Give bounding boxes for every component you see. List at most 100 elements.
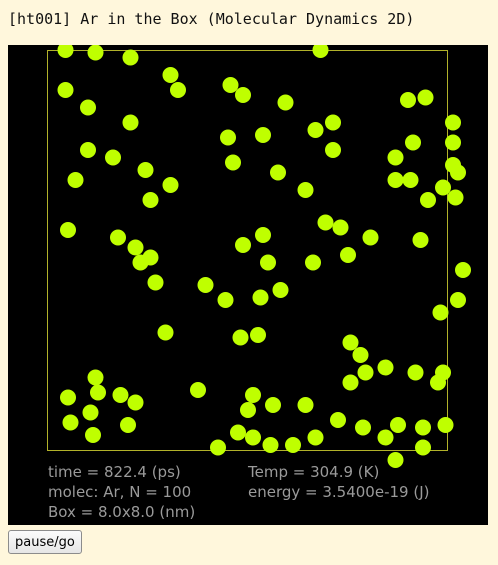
molecule-85	[297, 397, 314, 413]
molecule-readout: molec: Ar, N = 100	[48, 483, 192, 501]
simulation-background	[8, 45, 488, 525]
molecule-19	[137, 162, 154, 178]
molecule-23	[307, 122, 324, 138]
molecule-76	[112, 387, 129, 403]
molecule-54	[252, 289, 269, 306]
temperature-readout: Temp = 304.9 (K)	[248, 463, 380, 481]
molecule-99	[415, 439, 431, 456]
molecule-9	[80, 99, 96, 116]
molecule-55	[272, 282, 289, 298]
molecule-100	[387, 452, 404, 468]
molecule-34	[387, 172, 404, 188]
molecule-66	[357, 364, 374, 381]
molecule-14	[325, 114, 341, 131]
molecule-77	[127, 394, 144, 411]
molecule-59	[432, 304, 449, 321]
molecule-39	[447, 189, 464, 206]
molecule-20	[162, 177, 179, 193]
molecule-8	[57, 82, 74, 98]
molecules-group	[57, 45, 471, 468]
molecule-4	[162, 67, 179, 83]
molecule-74	[60, 389, 76, 406]
molecule-64	[342, 334, 359, 351]
molecule-44	[235, 237, 251, 253]
molecule-70	[435, 364, 451, 381]
molecule-2	[87, 45, 104, 61]
molecule-26	[405, 134, 421, 151]
molecule-73	[87, 369, 104, 386]
molecule-47	[332, 219, 349, 236]
molecule-29	[67, 172, 84, 188]
molecule-89	[245, 429, 261, 446]
molecule-81	[120, 417, 136, 433]
molecule-48	[340, 247, 356, 263]
simulation-panel: time = 822.4 (ps) Temp = 304.9 (K) molec…	[8, 45, 488, 525]
molecule-87	[240, 402, 256, 418]
molecule-96	[390, 417, 406, 433]
molecule-88	[230, 424, 246, 441]
time-readout: time = 822.4 (ps)	[48, 463, 181, 481]
molecule-67	[377, 359, 394, 376]
molecule-11	[170, 82, 186, 98]
molecule-95	[377, 429, 394, 446]
molecule-32	[270, 164, 286, 181]
pause-go-button[interactable]: pause/go	[8, 530, 82, 554]
molecule-6	[312, 45, 329, 58]
molecule-60	[450, 292, 466, 308]
molecule-30	[142, 192, 159, 208]
molecule-80	[85, 427, 101, 443]
molecule-90	[210, 439, 226, 456]
molecule-78	[82, 404, 99, 421]
molecule-65	[352, 347, 369, 363]
molecule-1	[57, 45, 74, 58]
molecule-33	[297, 182, 314, 198]
molecule-51	[132, 254, 149, 271]
molecule-3	[122, 49, 139, 66]
molecule-15	[417, 89, 434, 106]
molecule-50	[412, 232, 429, 248]
molecule-31	[225, 154, 241, 171]
molecule-79	[62, 414, 79, 431]
molecule-38	[450, 164, 466, 181]
molecule-42	[127, 239, 144, 256]
molecule-25	[387, 149, 404, 166]
molecule-82	[190, 382, 206, 398]
molecule-72	[455, 262, 471, 278]
molecule-58	[305, 254, 321, 271]
molecule-37	[435, 179, 451, 196]
molecule-28	[445, 134, 461, 151]
molecule-35	[402, 172, 419, 188]
molecule-86	[330, 412, 346, 428]
molecule-21	[220, 129, 236, 146]
molecule-45	[255, 227, 271, 243]
molecule-49	[362, 229, 379, 246]
molecule-75	[90, 384, 106, 401]
molecule-61	[157, 324, 174, 341]
simulation-box	[47, 50, 448, 451]
molecule-93	[307, 429, 324, 446]
molecule-62	[232, 329, 249, 346]
molecule-84	[265, 397, 281, 413]
molecule-40	[60, 222, 76, 238]
molecule-16	[445, 114, 461, 131]
molecule-5	[222, 77, 239, 93]
molecule-56	[147, 274, 164, 291]
molecule-36	[420, 192, 436, 208]
molecule-52	[197, 277, 214, 293]
molecule-92	[285, 437, 301, 453]
box-size-readout: Box = 8.0x8.0 (nm)	[48, 503, 196, 521]
molecule-91	[262, 437, 279, 453]
molecule-12	[235, 87, 251, 103]
molecule-53	[217, 292, 234, 308]
molecule-98	[437, 417, 454, 433]
molecule-71	[342, 374, 359, 391]
molecule-97	[415, 419, 431, 436]
molecule-13	[277, 94, 294, 111]
molecule-83	[245, 387, 261, 403]
molecule-10	[122, 114, 139, 131]
molecule-63	[250, 327, 266, 343]
molecule-57	[260, 254, 276, 271]
molecule-18	[105, 149, 121, 166]
simulation-canvas	[8, 45, 488, 525]
energy-readout: energy = 3.5400e-19 (J)	[248, 483, 430, 501]
